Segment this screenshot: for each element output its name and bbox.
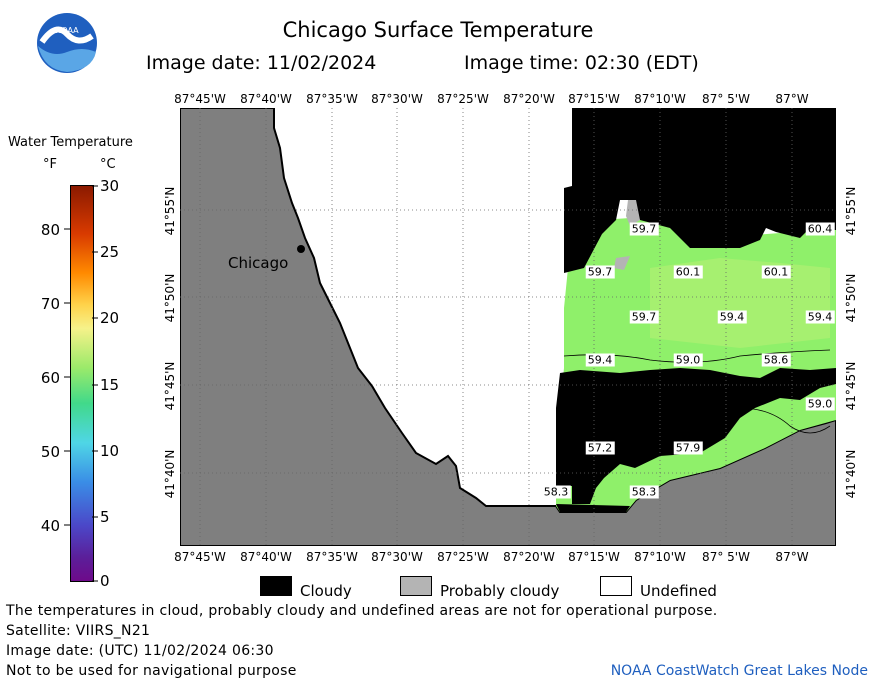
lon-tick-top: 87°45'W: [174, 92, 226, 106]
image-time: Image time: 02:30 (EDT): [464, 52, 699, 74]
temp-label: 59.4: [805, 310, 835, 324]
lon-tick-top: 87°15'W: [568, 92, 620, 106]
lon-tick-bottom: 87°40'W: [240, 550, 292, 564]
key-probably-cloudy-label: Probably cloudy: [440, 582, 560, 600]
temp-label: 60.1: [761, 265, 791, 279]
city-label: Chicago: [228, 254, 289, 272]
navigation-warning: Not to be used for navigational purpose: [6, 663, 297, 679]
temp-label: 59.0: [805, 397, 835, 411]
temp-label: 59.4: [717, 310, 747, 324]
lat-tick-right: 41°55'N: [844, 186, 858, 236]
source-node-text: NOAA CoastWatch Great Lakes Node: [610, 663, 868, 679]
lon-tick-bottom: 87°15'W: [568, 550, 620, 564]
image-date: Image date: 11/02/2024: [146, 52, 377, 74]
satellite-text: Satellite: VIIRS_N21: [6, 623, 151, 639]
lat-tick-left: 41°45'N: [163, 361, 177, 411]
legend-c-tick: 20: [100, 309, 120, 327]
temp-label: 59.7: [585, 265, 615, 279]
lon-tick-top: 87°30'W: [371, 92, 423, 106]
lon-tick-top: 87°35'W: [306, 92, 358, 106]
legend-unit-c: °C: [100, 157, 116, 172]
temp-label: 60.1: [673, 265, 703, 279]
lat-tick-left: 41°40'N: [163, 449, 177, 499]
legend-unit-f: °F: [43, 157, 57, 172]
legend-title: Water Temperature: [8, 135, 133, 150]
lon-tick-top: 87°W: [775, 92, 809, 106]
cloud-area-bottom: [556, 504, 630, 512]
temp-label: 58.3: [541, 485, 571, 499]
lat-tick-left: 41°55'N: [163, 186, 177, 236]
legend-f-tick: 40: [40, 517, 60, 535]
legend-c-tick: 0: [100, 572, 110, 590]
temp-label: 59.0: [673, 353, 703, 367]
lat-tick-left: 41°50'N: [163, 273, 177, 323]
cloud-area-top: [564, 108, 836, 273]
lon-tick-bottom: 87°W: [775, 550, 809, 564]
temp-label: 58.6: [761, 353, 791, 367]
lon-tick-bottom: 87°20'W: [503, 550, 555, 564]
cloud-area-middle: [556, 368, 836, 504]
legend-f-tick: 50: [40, 443, 60, 461]
lon-tick-top: 87°25'W: [437, 92, 489, 106]
map-grid: [180, 108, 836, 546]
disclaimer-text: The temperatures in cloud, probably clou…: [6, 603, 718, 619]
temp-label: 58.3: [629, 485, 659, 499]
legend-c-tick: 5: [100, 508, 110, 526]
probably-cloudy-area: [626, 200, 640, 226]
legend-c-tick: 15: [100, 376, 120, 394]
key-probably-cloudy-swatch: [400, 576, 432, 596]
lon-tick-bottom: 87° 5'W: [702, 550, 750, 564]
lon-tick-top: 87°40'W: [240, 92, 292, 106]
noaa-logo-text: NOAA: [55, 26, 79, 35]
noaa-logo: NOAA: [36, 12, 98, 74]
legend-c-tick: 30: [100, 177, 120, 195]
lon-tick-bottom: 87°30'W: [371, 550, 423, 564]
page-title: Chicago Surface Temperature: [282, 18, 594, 42]
legend-f-tick: 70: [40, 295, 60, 313]
lon-tick-bottom: 87°10'W: [634, 550, 686, 564]
lat-tick-right: 41°45'N: [844, 361, 858, 411]
color-scale-ticks: [60, 185, 102, 582]
lon-tick-top: 87° 5'W: [702, 92, 750, 106]
lon-tick-top: 87°10'W: [634, 92, 686, 106]
legend-f-tick: 60: [40, 369, 60, 387]
lon-tick-bottom: 87°45'W: [174, 550, 226, 564]
key-cloudy-swatch: [260, 576, 292, 596]
temp-label: 59.7: [629, 310, 659, 324]
legend-f-tick: 80: [40, 221, 60, 239]
temp-label: 57.2: [585, 441, 615, 455]
lat-tick-right: 41°40'N: [844, 449, 858, 499]
utc-date-text: Image date: (UTC) 11/02/2024 06:30: [6, 643, 274, 659]
temp-label: 59.4: [585, 353, 615, 367]
lat-tick-right: 41°50'N: [844, 273, 858, 323]
temp-label: 59.7: [629, 222, 659, 236]
lon-tick-top: 87°20'W: [503, 92, 555, 106]
lon-tick-bottom: 87°25'W: [437, 550, 489, 564]
lon-tick-bottom: 87°35'W: [306, 550, 358, 564]
temperature-map: 59.7 60.4 59.7 60.1 60.1 59.7 59.4 59.4 …: [179, 107, 837, 547]
city-marker: [297, 245, 305, 253]
key-undefined-swatch: [600, 576, 632, 596]
color-scale-bar: [70, 185, 94, 582]
temp-label: 60.4: [805, 222, 835, 236]
key-undefined-label: Undefined: [640, 582, 717, 600]
legend-c-tick: 25: [100, 243, 120, 261]
key-cloudy-label: Cloudy: [300, 582, 352, 600]
temp-label: 57.9: [673, 441, 703, 455]
legend-c-tick: 10: [100, 442, 120, 460]
